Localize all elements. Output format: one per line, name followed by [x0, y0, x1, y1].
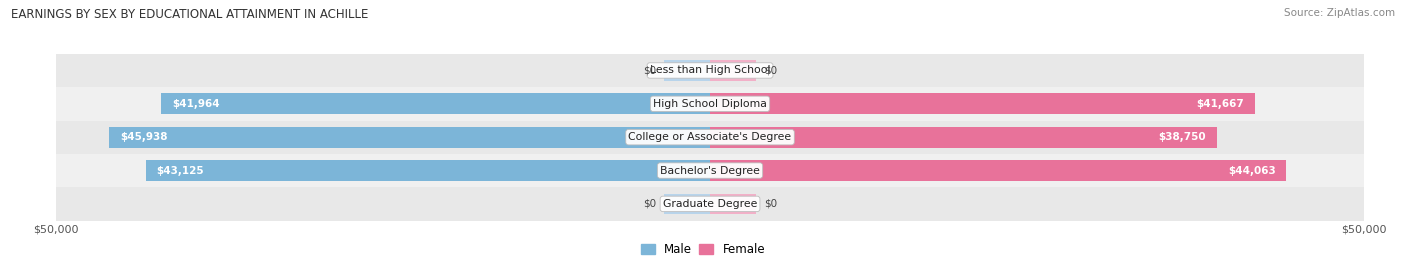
Text: $43,125: $43,125	[156, 165, 204, 176]
Text: High School Diploma: High School Diploma	[654, 99, 766, 109]
Text: $45,938: $45,938	[120, 132, 167, 142]
Text: Less than High School: Less than High School	[650, 65, 770, 76]
Bar	[664, 60, 710, 81]
Bar	[710, 127, 1216, 147]
Legend: Male, Female: Male, Female	[636, 238, 770, 260]
Text: Bachelor's Degree: Bachelor's Degree	[659, 165, 761, 176]
Bar	[664, 194, 710, 214]
Text: Graduate Degree: Graduate Degree	[662, 199, 758, 209]
Bar	[146, 160, 710, 181]
Bar	[710, 160, 1286, 181]
Text: $0: $0	[763, 199, 776, 209]
Text: $44,063: $44,063	[1227, 165, 1275, 176]
Bar	[710, 194, 756, 214]
Text: $0: $0	[644, 199, 657, 209]
Bar	[56, 87, 1364, 121]
Text: $0: $0	[763, 65, 776, 76]
Text: $41,667: $41,667	[1197, 99, 1244, 109]
Bar	[162, 94, 710, 114]
Text: EARNINGS BY SEX BY EDUCATIONAL ATTAINMENT IN ACHILLE: EARNINGS BY SEX BY EDUCATIONAL ATTAINMEN…	[11, 8, 368, 21]
Text: Source: ZipAtlas.com: Source: ZipAtlas.com	[1284, 8, 1395, 18]
Bar	[56, 54, 1364, 87]
Text: College or Associate's Degree: College or Associate's Degree	[628, 132, 792, 142]
Bar	[110, 127, 710, 147]
Text: $41,964: $41,964	[172, 99, 219, 109]
Bar	[56, 121, 1364, 154]
Bar	[56, 154, 1364, 187]
Text: $38,750: $38,750	[1159, 132, 1206, 142]
Text: $0: $0	[644, 65, 657, 76]
Bar	[710, 60, 756, 81]
Bar	[56, 187, 1364, 221]
Bar	[710, 94, 1256, 114]
